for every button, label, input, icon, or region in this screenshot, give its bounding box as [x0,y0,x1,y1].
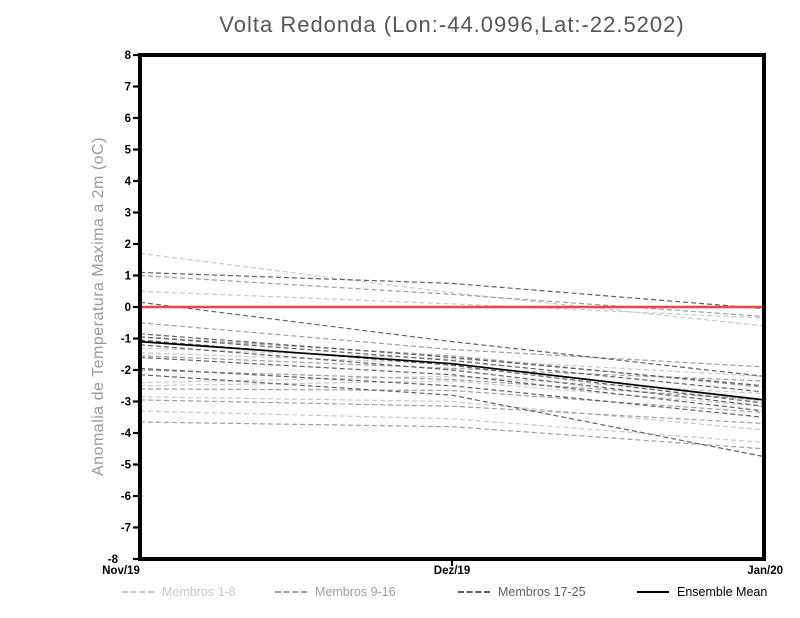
member-line [139,274,765,318]
member-line [139,356,765,412]
ensemble-mean-line [139,340,765,401]
member-line [139,252,765,327]
member-line [139,290,765,319]
y-tick-label: 4 [125,176,132,188]
member-line [139,344,765,407]
y-tick-label: 1 [125,271,132,283]
dashed-line-swatch-icon [275,591,307,593]
member-line [139,333,765,387]
y-tick-label: 5 [125,145,132,157]
member-line [139,380,765,407]
dashed-line-swatch-icon [122,591,154,593]
legend-item-membros-0: Membros 1-8 [122,585,236,599]
chart-title: Volta Redonda (Lon:-44.0996,Lat:-22.5202… [219,12,685,37]
member-line [139,399,765,425]
legend-item-membros-1: Membros 9-16 [275,585,396,599]
y-tick-label: 3 [125,208,131,220]
member-line [139,367,765,418]
y-tick-label: -8 [108,554,119,566]
y-tick-label: 6 [125,113,131,125]
legend-label: Membros 1-8 [162,585,236,599]
member-line [139,388,765,414]
member-line [139,336,765,393]
legend-item-ensemble-mean: Ensemble Mean [637,585,767,599]
member-line [139,396,765,431]
y-tick-label: 2 [125,239,131,251]
member-line [139,374,765,458]
y-tick-label: -2 [121,365,131,377]
member-line [139,347,765,377]
member-line [139,301,765,377]
y-tick-label: 7 [125,82,131,94]
y-tick-label: -1 [121,334,132,346]
member-line [139,410,765,444]
solid-line-swatch-icon [637,591,669,593]
x-tick-label: Dez/19 [434,565,470,577]
y-tick-label: -3 [121,397,131,409]
dashed-line-swatch-icon [458,591,490,593]
x-tick-label: Jan/20 [747,565,783,577]
member-line [139,322,765,368]
y-tick-label: -7 [121,523,131,535]
member-line [139,271,765,310]
x-tick-label: Nov/19 [102,565,140,577]
y-tick-label: 0 [125,302,131,314]
y-tick-label: -6 [121,491,131,503]
member-line [139,369,765,401]
legend-item-membros-2: Membros 17-25 [458,585,586,599]
member-line [139,421,765,450]
legend-label: Ensemble Mean [677,585,768,599]
y-tick-label: -5 [121,460,132,472]
legend: Membros 1-8 Membros 9-16 Membros 17-25 Ense… [0,585,800,605]
y-tick-label: -4 [121,428,132,440]
legend-label: Membros 17-25 [498,585,586,599]
legend-label: Membros 9-16 [315,585,396,599]
y-tick-label: 8 [125,50,132,62]
